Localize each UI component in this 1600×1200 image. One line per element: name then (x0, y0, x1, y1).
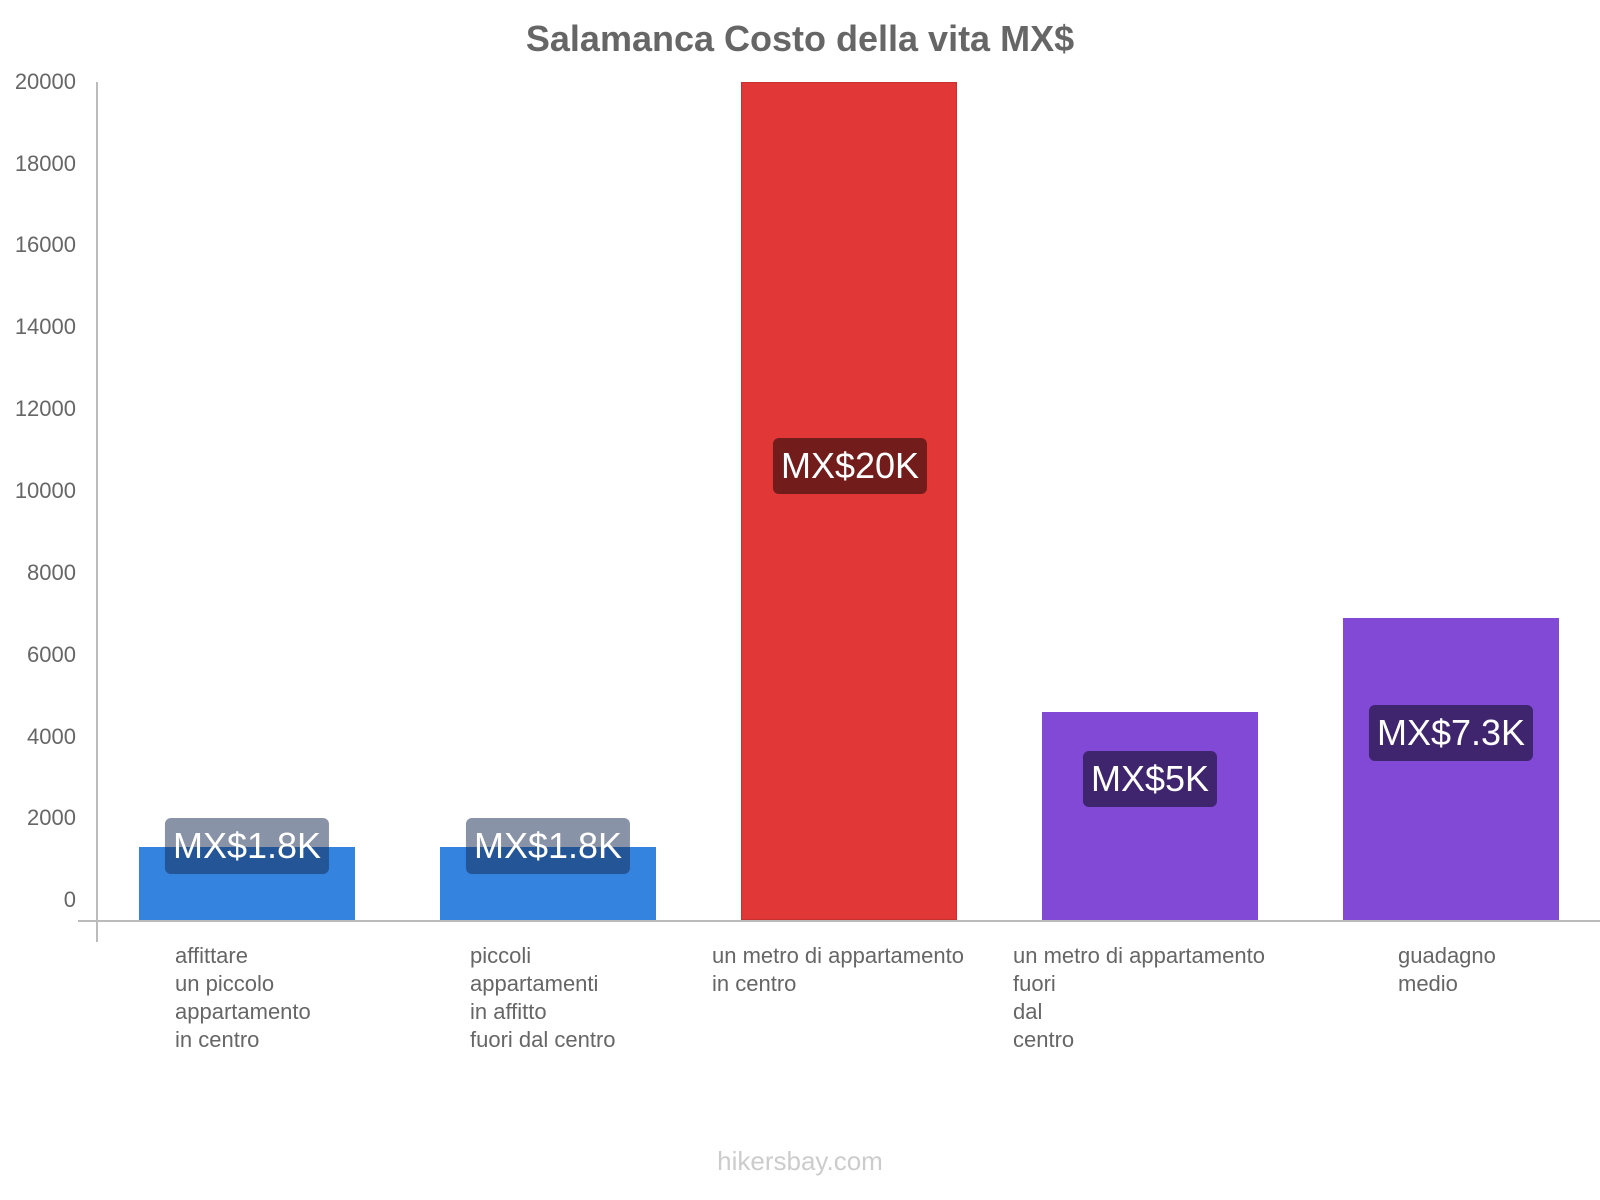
value-label: MX$20K (772, 438, 928, 494)
footer-watermark: hikersbay.com (717, 1146, 883, 1176)
bar-sqm-center[interactable] (741, 82, 957, 920)
y-tick: 0 (63, 887, 76, 912)
value-label: MX$1.8K (465, 818, 631, 874)
bar-sqm-outside[interactable] (1042, 712, 1258, 920)
x-axis-line (78, 920, 1600, 922)
y-tick: 16000 (14, 232, 76, 257)
y-tick: 18000 (14, 151, 76, 176)
y-axis-line (96, 82, 98, 942)
chart-title: Salamanca Costo della vita MX$ (525, 18, 1075, 59)
y-tick: 8000 (27, 560, 76, 585)
value-label: MX$5K (1082, 751, 1218, 807)
y-tick: 20000 (14, 69, 76, 94)
bar-average-salary[interactable] (1343, 618, 1559, 920)
y-tick: 6000 (27, 642, 76, 667)
y-tick: 10000 (14, 478, 76, 503)
x-label: guadagno medio (1398, 943, 1496, 996)
y-tick: 4000 (27, 724, 76, 749)
y-tick: 14000 (14, 314, 76, 339)
value-label: MX$1.8K (164, 818, 330, 874)
x-label: un metro di appartamento in centro (712, 943, 964, 996)
x-label: piccoli appartamenti in affitto fuori da… (470, 943, 616, 1052)
x-label: un metro di appartamento fuori dal centr… (1013, 943, 1265, 1052)
y-tick: 2000 (27, 805, 76, 830)
value-label: MX$7.3K (1368, 705, 1534, 761)
y-tick: 12000 (14, 396, 76, 421)
x-label: affittare un piccolo appartamento in cen… (175, 943, 311, 1052)
